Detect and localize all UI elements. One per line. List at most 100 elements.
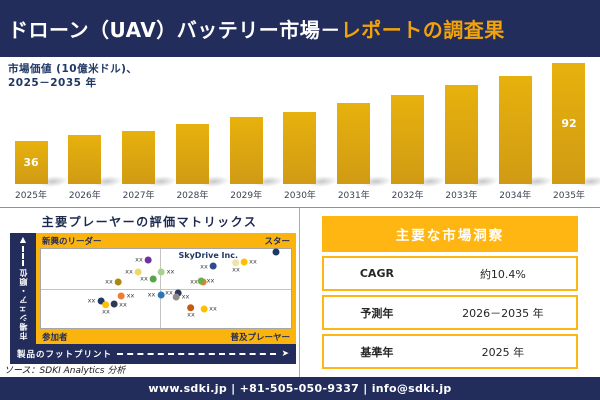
y-axis-label: 市場シェア・順位 (18, 268, 28, 340)
bar-year-label: 2035年 (553, 191, 585, 201)
matrix-point: xx (232, 259, 240, 274)
chart-subtitle-line1: 市場価値 (10億米ドル)、 (8, 63, 138, 75)
scatter-dot (117, 292, 125, 300)
bar-year-label: 2025年 (15, 191, 47, 201)
bar-cell: 2032年 (383, 95, 448, 201)
insights-table-header: 主要な市場洞察 (322, 216, 578, 252)
row-label-base-year: 基準年 (360, 345, 394, 359)
table-row: CAGR 約10.4% (322, 256, 578, 291)
bar-2033年 (444, 85, 478, 184)
scatter-dot (172, 293, 180, 301)
scatter-dot (134, 268, 142, 276)
scatter-dot (97, 297, 105, 305)
bar-2035年: 92 (552, 63, 586, 184)
scatter-dot (200, 305, 208, 313)
matrix-bottom-labels: 参加者 普及プレーヤー (40, 329, 292, 344)
highlight-company-label: SkyDrive Inc. (178, 250, 239, 260)
point-label: xx (87, 296, 96, 305)
scatter-dot (209, 262, 217, 270)
bar-2030年 (283, 112, 317, 184)
matrix-top-labels: 新興のリーダー スター (40, 233, 292, 248)
footer-bar: www.sdki.jp | +81-505-050-9337 | info@sd… (0, 377, 600, 400)
scatter-dot (157, 268, 165, 276)
row-label-forecast-years: 予測年 (360, 306, 394, 320)
scatter-dot (149, 275, 157, 283)
chart-subtitle: 市場価値 (10億米ドル)、 2025－2035 年 (8, 62, 137, 90)
bar-cell: 2034年 (490, 76, 556, 201)
matrix-point (272, 248, 280, 256)
matrix-point: xx (102, 301, 110, 316)
point-label: xx (206, 276, 215, 285)
matrix-point: xx (117, 292, 134, 300)
page-title-accent: レポートの調査果 (340, 18, 505, 42)
bar-cell: 2030年 (275, 112, 340, 201)
scatter-dot (174, 289, 182, 297)
bar-chart: 36 2025年 2026年 2027年 2028年 2029年 2030年 2031年 203… (6, 63, 600, 201)
matrix-body: ▲ 市場シェア・順位 新興のリーダー スター SkyDrive Inc. xx x… (10, 233, 296, 344)
matrix-title: 主要プレーヤーの評価マトリックス (41, 215, 258, 229)
insights-panel: 主要な市場洞察 CAGR 約10.4% 予測年 2026－2035 年 基準年 … (300, 208, 600, 377)
row-value-base-year: 2025 年 (481, 345, 525, 359)
point-label: xx (249, 257, 257, 266)
point-label: xx (187, 310, 195, 319)
point-label: xx (232, 265, 240, 274)
matrix-point: xx (110, 300, 127, 308)
bar-2027年 (122, 131, 156, 184)
bar-cell: 2028年 (167, 124, 233, 201)
scatter-dot (197, 277, 205, 285)
bar-year-label: 2029年 (230, 191, 263, 201)
scatter-dot (110, 300, 118, 308)
bar-2025年: 36 (14, 141, 48, 184)
matrix-gold-frame: 新興のリーダー スター SkyDrive Inc. xx xx xx xx xx xx xx… (36, 233, 296, 344)
market-value-chart-section: 市場価値 (10億米ドル)、 2025－2035 年 36 2025年 2026年 2… (0, 57, 600, 207)
bar-cell: 2027年 (114, 131, 179, 201)
header-banner: ドローン（UAV）バッテリー市場－レポートの調査果 (0, 0, 600, 57)
y-axis-dashed-line (22, 246, 24, 266)
matrix-point: xx (187, 304, 195, 319)
scatter-dot (114, 278, 122, 286)
matrix-plot: SkyDrive Inc. xx xx xx xx xx xx xx xx xx xx xx xx xx… (40, 248, 292, 329)
arrow-up-icon: ▲ (19, 235, 27, 244)
matrix-x-axis: 製品のフットプリント ➤ (10, 344, 296, 364)
bar-2026年 (68, 135, 102, 184)
x-axis-label: 製品のフットプリント (17, 350, 113, 360)
quadrant-label-top-right: スター (264, 236, 290, 247)
matrix-point: xx (87, 296, 105, 305)
point-label: xx (165, 288, 173, 297)
bar-year-label: 2027年 (122, 191, 155, 201)
point-label: xx (140, 274, 148, 283)
bar-2032年 (391, 95, 425, 184)
bar-year-label: 2033年 (445, 191, 478, 201)
matrix-point: xx (200, 262, 217, 270)
bar-cell: 92 2035年 (544, 63, 600, 201)
point-label: xx (209, 304, 217, 313)
chart-subtitle-line2: 2025－2035 年 (8, 77, 97, 90)
matrix-point: xx (125, 268, 142, 276)
bar-year-label: 2034年 (499, 191, 532, 201)
bar-year-label: 2031年 (337, 191, 370, 201)
bar-cell: 36 2025年 (6, 141, 71, 201)
bar-cell: 2031年 (329, 103, 394, 201)
table-row: 予測年 2026－2035 年 (322, 295, 578, 330)
bar-2034年 (498, 76, 532, 184)
point-label: xx (135, 255, 143, 264)
scatter-dot (102, 301, 110, 309)
matrix-point: xx (105, 278, 122, 286)
bar-year-label: 2030年 (284, 191, 316, 201)
point-label: xx (102, 307, 110, 316)
scatter-dot (232, 259, 240, 267)
bar-year-label: 2028年 (176, 191, 209, 201)
row-label-cagr: CAGR (359, 267, 394, 280)
source-note: ソース：SDKI Analytics 分析 (4, 366, 126, 376)
point-label: xx (147, 290, 156, 299)
arrow-right-icon: ➤ (281, 348, 289, 359)
quadrant-label-top-left: 新興のリーダー (42, 236, 102, 247)
scatter-dot (157, 291, 165, 299)
quadrant-label-bottom-right: 普及プレーヤー (230, 332, 290, 343)
row-value-forecast-years: 2026－2035 年 (462, 306, 544, 320)
matrix-point: xx (165, 288, 182, 297)
matrix-panel: 主要プレーヤーの評価マトリックス ▲ 市場シェア・順位 新興のリーダー スター (0, 208, 300, 377)
scatter-dot (144, 256, 152, 264)
bar-cell: 2033年 (436, 85, 502, 201)
